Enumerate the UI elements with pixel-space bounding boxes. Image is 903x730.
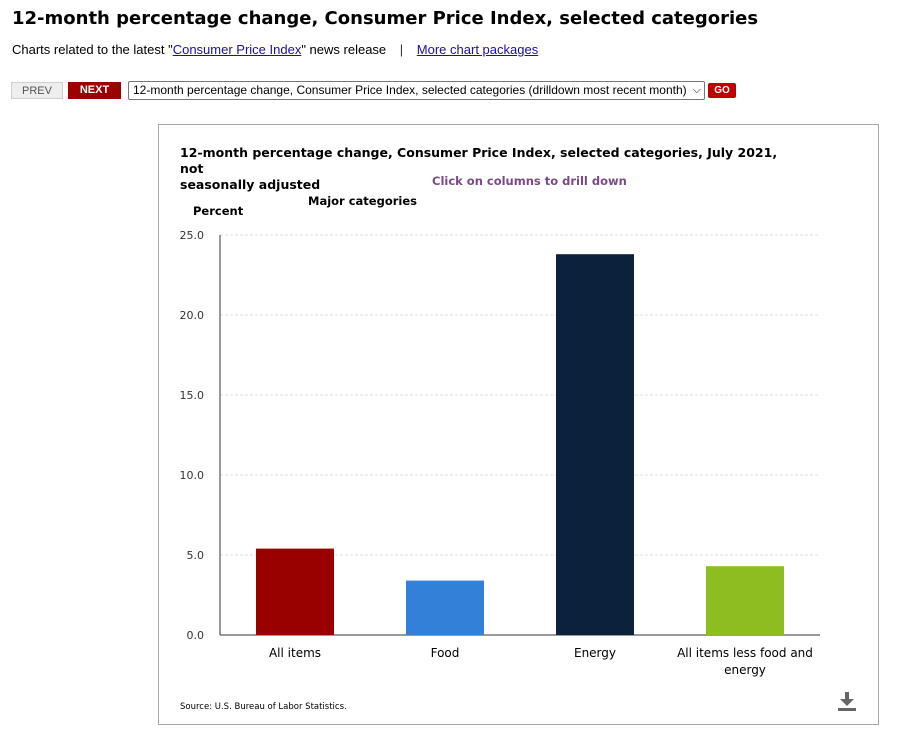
page-title: 12-month percentage change, Consumer Pri… bbox=[12, 8, 759, 29]
chart-title-line-2: seasonally adjusted bbox=[180, 177, 321, 192]
source-note: Source: U.S. Bureau of Labor Statistics. bbox=[180, 702, 347, 712]
y-tick-label: 15.0 bbox=[180, 389, 205, 402]
y-tick-label: 0.0 bbox=[187, 629, 205, 642]
y-tick-label: 5.0 bbox=[187, 549, 205, 562]
prev-button[interactable]: PREV bbox=[11, 82, 63, 99]
x-category-label: Food bbox=[431, 646, 460, 660]
go-button[interactable]: GO bbox=[708, 83, 736, 98]
series-label: Major categories bbox=[308, 194, 417, 208]
y-tick-label: 20.0 bbox=[180, 309, 205, 322]
drill-down-note: Click on columns to drill down bbox=[432, 174, 627, 188]
x-category-label: Energy bbox=[574, 646, 616, 660]
bar[interactable] bbox=[256, 548, 334, 635]
bar[interactable] bbox=[706, 566, 784, 635]
y-tick-label: 10.0 bbox=[180, 469, 205, 482]
x-category-label: energy bbox=[724, 663, 766, 677]
cpi-news-release-link[interactable]: Consumer Price Index bbox=[172, 42, 302, 57]
bar[interactable] bbox=[556, 254, 634, 635]
x-category-label: All items less food and bbox=[677, 646, 813, 660]
x-category-label: All items bbox=[269, 646, 321, 660]
bar[interactable] bbox=[406, 580, 484, 635]
chart-container: 12-month percentage change, Consumer Pri… bbox=[158, 124, 879, 725]
related-suffix: " news release bbox=[301, 42, 387, 57]
related-prefix: Charts related to the latest " bbox=[12, 42, 173, 57]
download-icon[interactable] bbox=[836, 690, 858, 712]
more-chart-packages-link[interactable]: More chart packages bbox=[416, 42, 539, 57]
chart-select-value: 12-month percentage change, Consumer Pri… bbox=[133, 83, 687, 97]
related-charts-line: Charts related to the latest "Consumer P… bbox=[12, 42, 538, 57]
y-tick-label: 25.0 bbox=[180, 229, 205, 242]
bar-chart-plot: 0.0 5.0 10.0 15.0 20.0 25.0 All items Food Energ… bbox=[180, 229, 820, 677]
chevron-down-icon: ⌵ bbox=[692, 84, 701, 96]
y-axis-title: Percent bbox=[193, 204, 244, 218]
next-button[interactable]: NEXT bbox=[68, 82, 121, 99]
chart-title: 12-month percentage change, Consumer Pri… bbox=[180, 145, 800, 193]
separator: | bbox=[399, 42, 404, 57]
chart-title-line-1: 12-month percentage change, Consumer Pri… bbox=[180, 145, 778, 176]
chart-select[interactable]: 12-month percentage change, Consumer Pri… bbox=[128, 81, 705, 100]
